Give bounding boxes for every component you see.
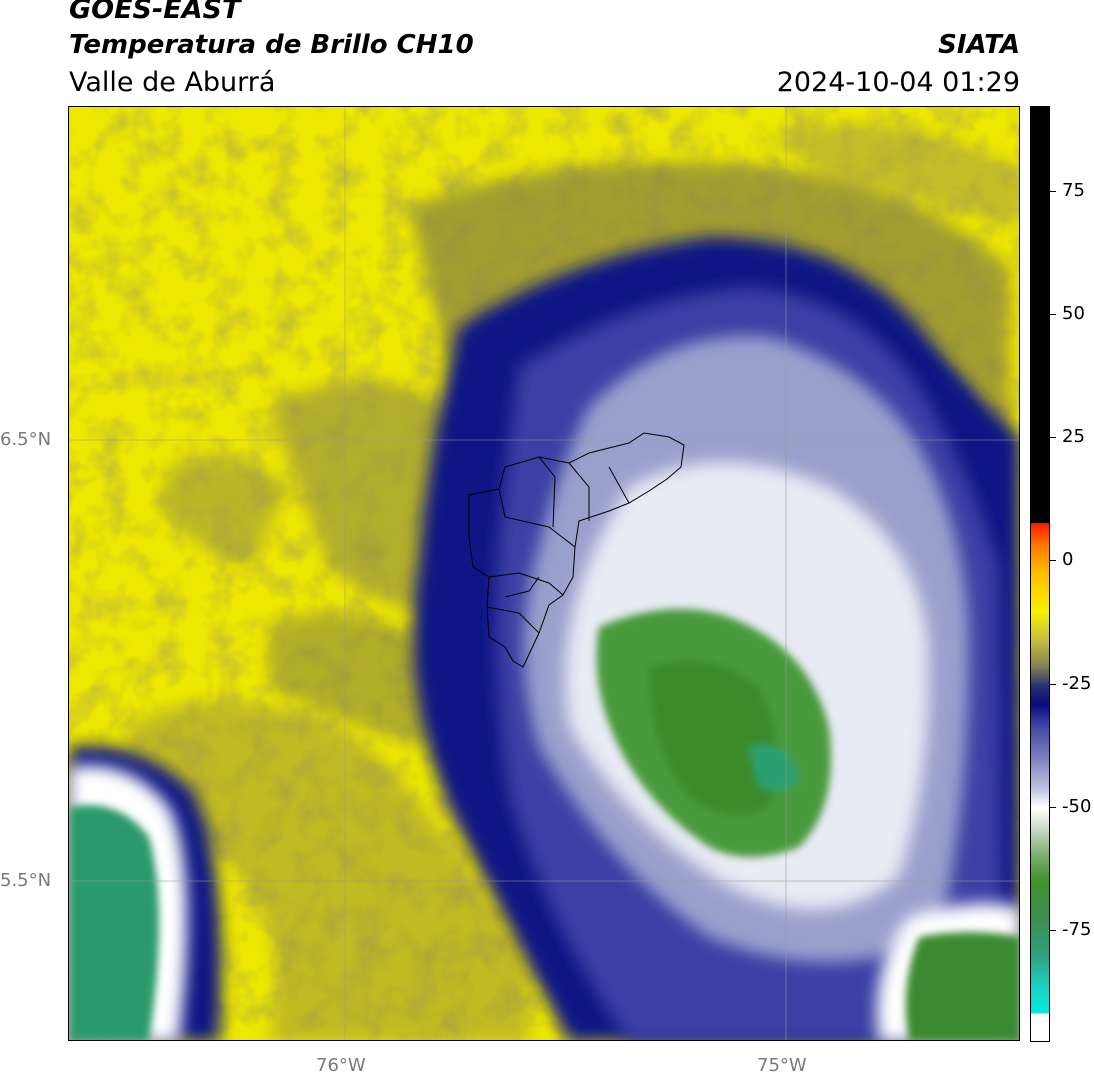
colorbar-tick xyxy=(1050,684,1056,685)
colorbar-label-0: 0 xyxy=(1062,549,1074,570)
region-subtitle: Valle de Aburrá xyxy=(69,67,276,98)
colorbar-tick xyxy=(1050,314,1056,315)
colorbar-label-25: 25 xyxy=(1062,426,1085,447)
latitude-label-5-5n: 5.5°N xyxy=(0,870,52,891)
latitude-label-6-5n: 6.5°N xyxy=(0,429,52,450)
colorbar-label-minus-50: -50 xyxy=(1062,796,1092,817)
longitude-label-76w: 76°W xyxy=(316,1055,366,1076)
longitude-label-75w: 75°W xyxy=(757,1055,807,1076)
colorbar-tick xyxy=(1050,807,1056,808)
colorbar-tick xyxy=(1050,191,1056,192)
colorbar-tick xyxy=(1050,560,1056,561)
colorbar-tick xyxy=(1050,930,1056,931)
municipal-boundaries xyxy=(468,432,685,668)
map-canvas xyxy=(69,107,1019,1040)
colorbar-label-minus-75: -75 xyxy=(1062,919,1092,940)
colorbar-tick xyxy=(1050,437,1056,438)
timestamp-label: 2024-10-04 01:29 xyxy=(776,67,1020,98)
temperature-colorbar xyxy=(1030,106,1050,1042)
olive-zones xyxy=(129,124,1019,1040)
overshooting-green-core xyxy=(69,609,1019,1040)
graticule xyxy=(69,107,1019,1040)
colorbar-label-50: 50 xyxy=(1062,303,1085,324)
colorbar-label-minus-25: -25 xyxy=(1062,673,1092,694)
product-title: Temperatura de Brillo CH10 xyxy=(69,30,474,60)
satellite-title: GOES-EAST xyxy=(69,0,241,25)
brightness-temperature-map xyxy=(68,106,1020,1041)
colorbar-label-75: 75 xyxy=(1062,180,1085,201)
agency-label: SIATA xyxy=(938,30,1020,60)
